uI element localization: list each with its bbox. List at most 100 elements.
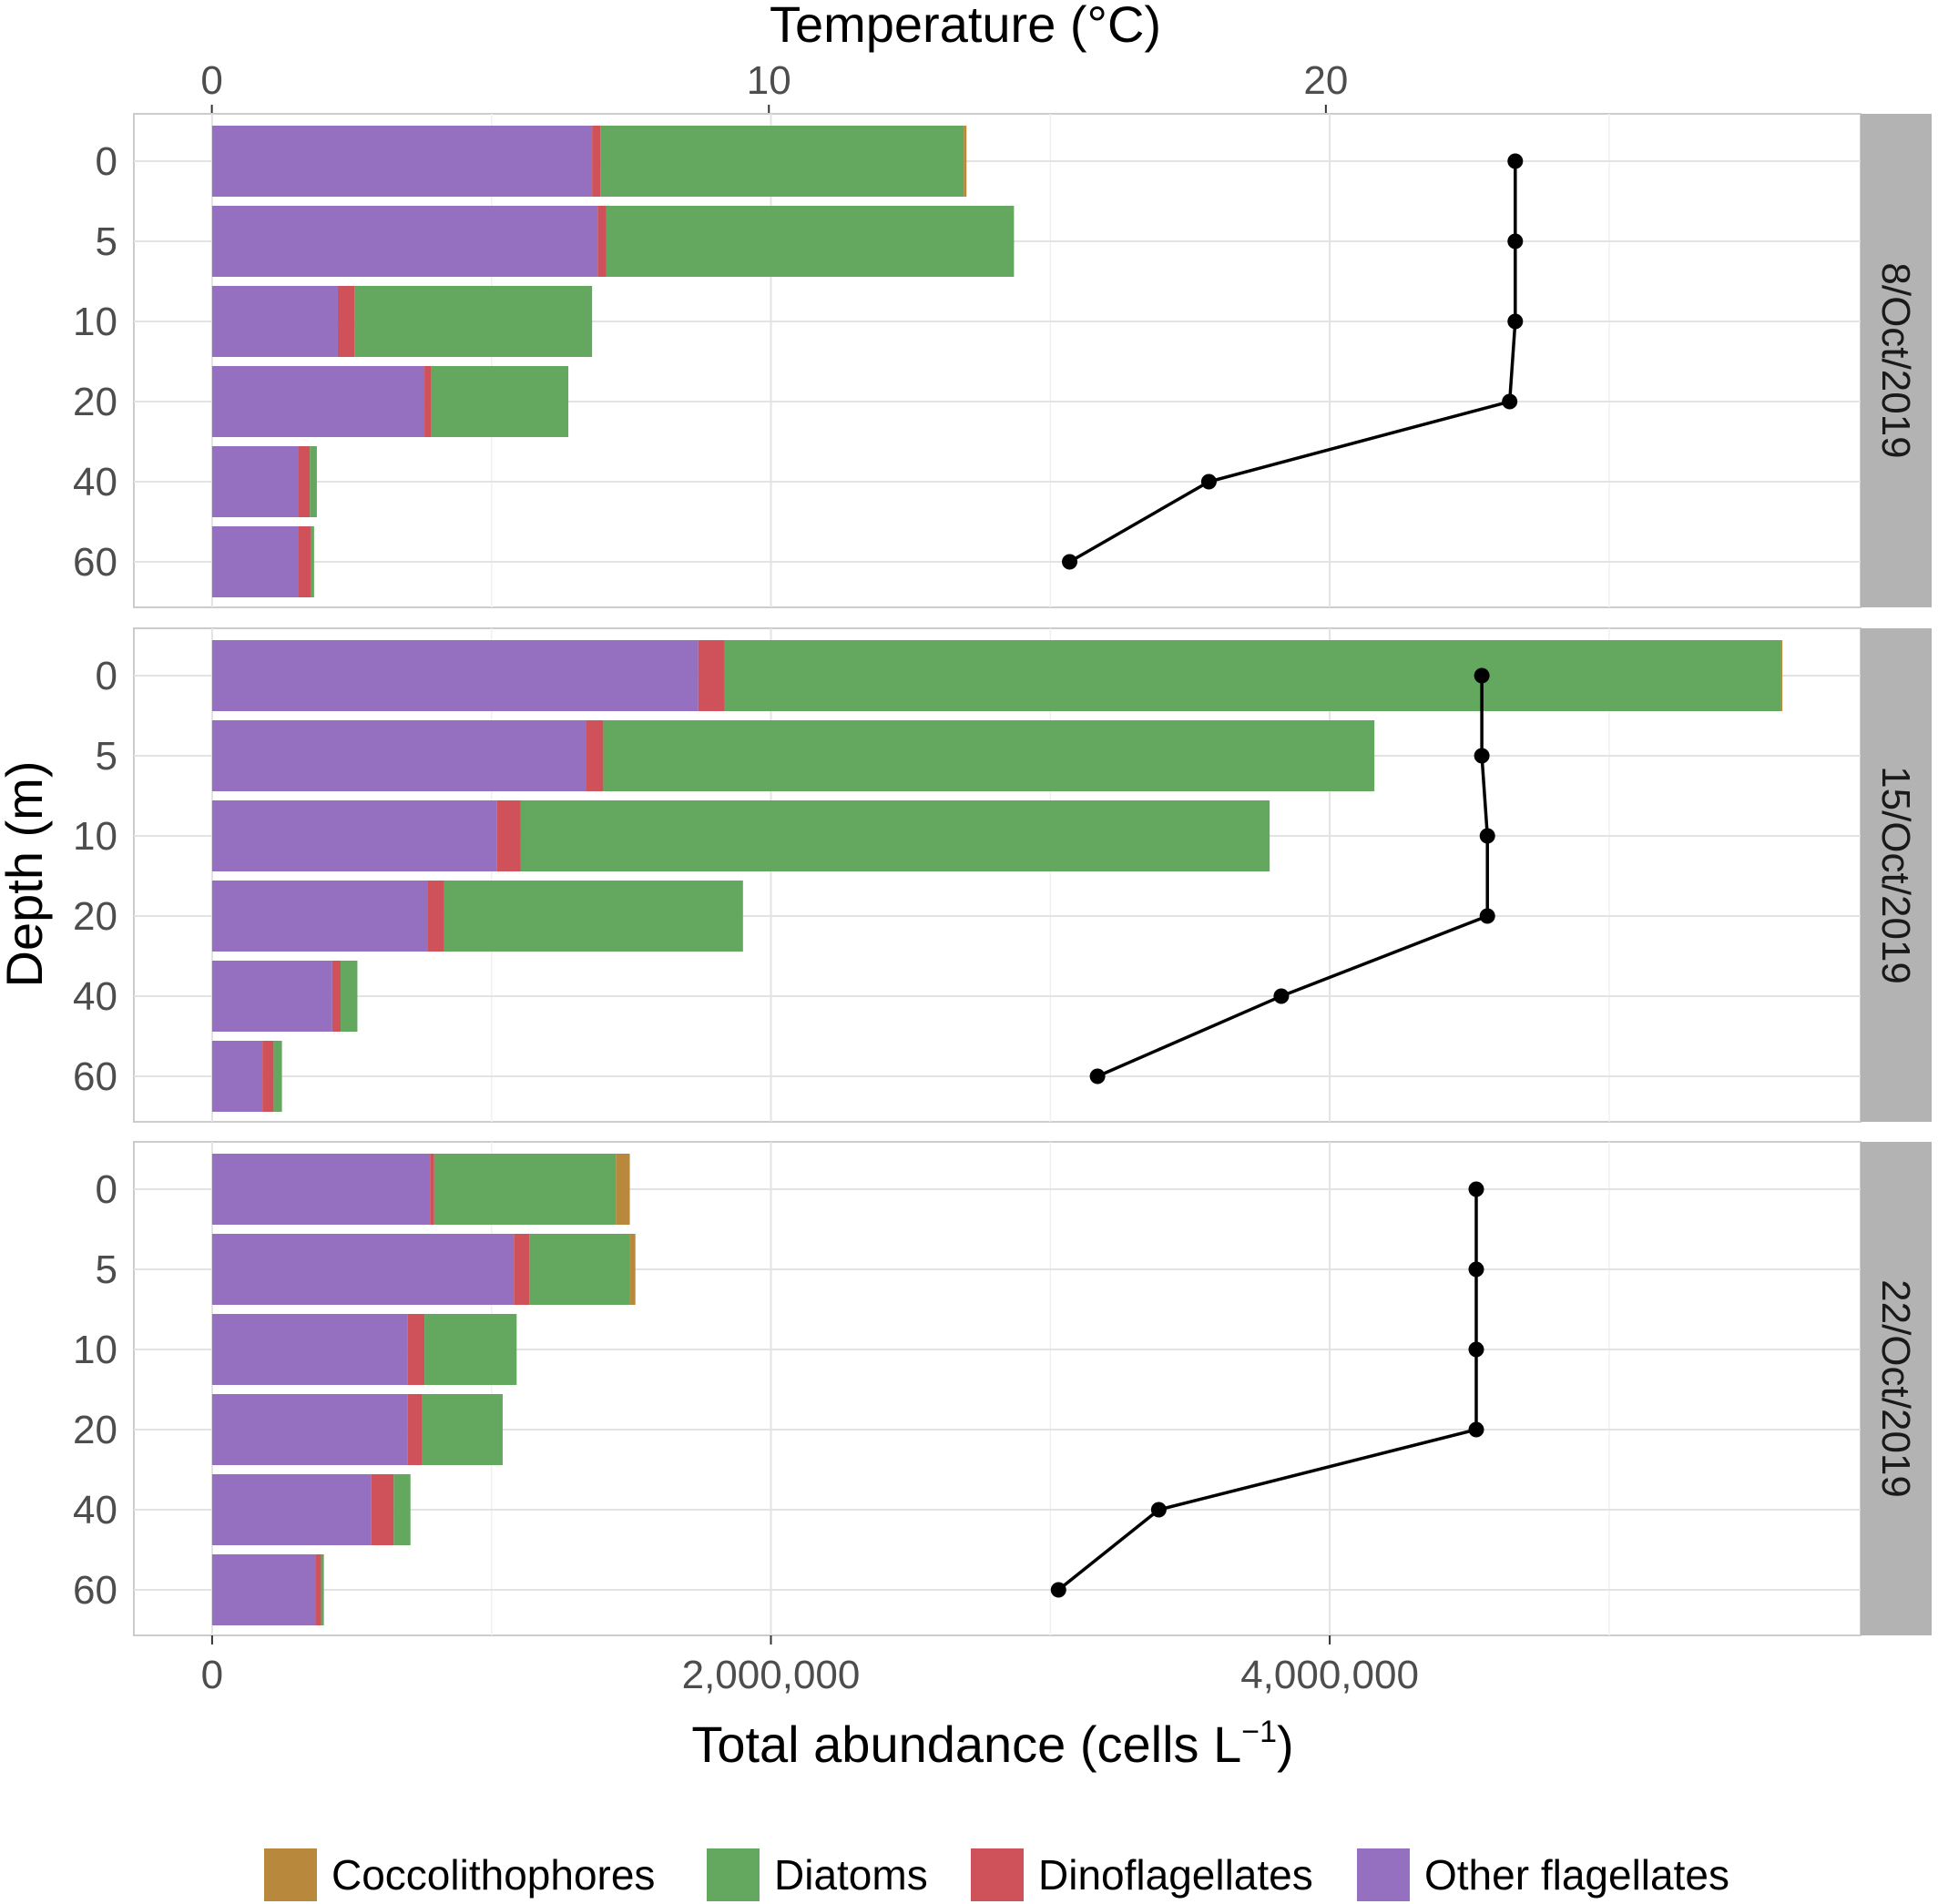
bar-segment-dinoflagellates [299,446,311,517]
top-tick-label: 20 [1303,58,1348,103]
legend: Coccolithophores Diatoms Dinoflagellates Ot… [264,1848,1729,1901]
depth-tick-label: 0 [96,654,117,698]
bar-segment-diatoms [724,640,1781,711]
depth-tick-label: 0 [96,1167,117,1212]
bar-segment-other-flagellates [211,1474,372,1545]
bar-segment-diatoms [310,446,317,517]
facet-strip-label: 15/Oct/2019 [1873,766,1918,984]
bar-segment-dinoflagellates [586,720,604,791]
depth-tick-label: 10 [73,1328,117,1372]
temperature-point [1479,828,1495,844]
bar-segment-other-flagellates [211,446,300,517]
facet-strip [1861,114,1932,607]
bar-segment-diatoms [431,366,569,437]
bar-segment-other-flagellates [211,1394,408,1465]
temperature-point [1468,1421,1484,1438]
legend-key-dinoflagellates [971,1848,1024,1901]
bar-segment-diatoms [600,126,964,197]
bar-segment-dinoflagellates [262,1041,274,1112]
bar-segment-diatoms [603,720,1375,791]
bar-segment-other-flagellates [211,720,587,791]
bar-segment-dinoflagellates [332,961,342,1032]
bar-segment-dinoflagellates [371,1474,394,1545]
depth-tick-label: 40 [73,1488,117,1532]
temperature-point [1468,1181,1484,1197]
bar-segment-diatoms [341,961,358,1032]
depth-tick-label: 20 [73,894,117,939]
panel-1: 0 5 10 20 40 60 8/Oct/2019 [73,113,1932,608]
panel-3: 0 5 10 20 40 60 22/Oct/2019 [73,1141,1932,1636]
legend-key-diatoms [707,1848,760,1901]
depth-tick-label: 60 [73,1568,117,1613]
bar-segment-dinoflagellates [315,1554,321,1625]
bar-segment-dinoflagellates [496,800,521,871]
bar-segment-diatoms [311,526,314,597]
depth-tick-label: 40 [73,974,117,1019]
temperature-point [1273,988,1290,1004]
bar-segment-diatoms [393,1474,411,1545]
facet-strip [1861,1142,1932,1635]
bottom-tick-label: 2,000,000 [682,1653,861,1697]
bar-segment-other-flagellates [211,206,598,277]
bar-segment-coccolithophores [1780,640,1783,711]
depth-tick-label: 40 [73,460,117,504]
temperature-point [1507,233,1524,249]
legend-label: Dinoflagellates [1038,1851,1313,1899]
depth-tick-label: 60 [73,1054,117,1099]
bottom-tick-label: 0 [201,1653,223,1697]
depth-tick-label: 5 [96,1247,117,1292]
facet-panels: 0 5 10 20 40 60 8/Oct/2019 0 5 10 20 40 60 15/Oct/201… [73,113,1932,1636]
temperature-point [1062,554,1078,570]
bar-segment-diatoms [606,206,1015,277]
bar-segment-dinoflagellates [337,286,355,357]
bottom-axis-title-close: ) [1277,1716,1294,1773]
bar-segment-dinoflagellates [299,526,311,597]
bar-segment-dinoflagellates [427,881,444,952]
temperature-point [1468,1341,1484,1358]
bar-segment-diatoms [424,1314,517,1385]
facet-strip [1861,628,1932,1122]
bar-segment-other-flagellates [211,366,425,437]
bar-segment-diatoms [444,881,743,952]
temperature-point [1479,908,1495,924]
temperature-point [1050,1582,1066,1598]
bar-segment-other-flagellates [211,126,593,197]
legend-key-other-flagellates [1357,1848,1410,1901]
temperature-line [1096,676,1489,1078]
temperature-line [1068,161,1517,564]
bar-segment-other-flagellates [211,1234,515,1305]
bar-segment-diatoms [529,1234,630,1305]
facet-strip-label: 8/Oct/2019 [1873,262,1918,458]
facet-strip-label: 22/Oct/2019 [1873,1279,1918,1498]
bar-segment-coccolithophores [629,1234,636,1305]
top-temperature-axis: 0 10 20 [200,58,1348,114]
temperature-point [1474,667,1490,684]
bottom-axis-title: Total abundance (cells L−1) [691,1715,1293,1773]
bar-segment-other-flagellates [211,1041,263,1112]
bar-segment-dinoflagellates [430,1154,434,1225]
bar-segment-other-flagellates [211,286,338,357]
depth-tick-label: 10 [73,814,117,859]
bar-segment-other-flagellates [211,961,332,1032]
top-tick-label: 0 [200,58,222,103]
top-axis-title: Temperature (°C) [770,0,1161,53]
bar-segment-diatoms [321,1554,324,1625]
bar-segment-diatoms [434,1154,617,1225]
bar-segment-diatoms [354,286,593,357]
temperature-point [1507,153,1524,169]
legend-key-coccolithophores [264,1848,317,1901]
depth-tick-label: 60 [73,540,117,585]
bar-segment-diatoms [520,800,1270,871]
bar-segment-other-flagellates [211,1554,316,1625]
y-axis-title: Depth (m) [0,761,53,988]
bar-segment-other-flagellates [211,640,699,711]
bar-segment-dinoflagellates [424,366,432,437]
bar-segment-diatoms [273,1041,282,1112]
legend-label: Other flagellates [1424,1851,1729,1899]
bar-segment-other-flagellates [211,881,428,952]
depth-tick-label: 20 [73,380,117,424]
temperature-point [1502,393,1518,410]
temperature-point [1474,748,1490,764]
depth-tick-label: 5 [96,219,117,264]
bottom-abundance-axis: 0 2,000,000 4,000,000 [201,1635,1419,1697]
